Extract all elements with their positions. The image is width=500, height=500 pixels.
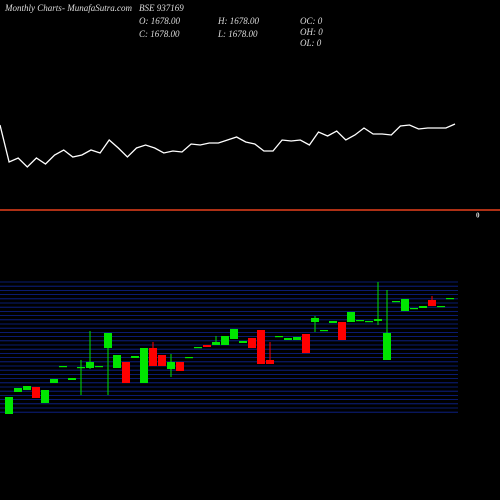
candle-body <box>275 336 283 338</box>
candle-body <box>374 319 382 321</box>
candle-body <box>248 338 256 348</box>
open-value: O: 1678.00 <box>139 16 180 26</box>
candle-body <box>212 342 220 345</box>
candle-body <box>122 362 130 383</box>
candle-body <box>203 345 211 347</box>
site-name: - MunafaSutra.com <box>62 3 132 13</box>
candle-body <box>437 306 445 308</box>
candle-body <box>149 348 157 366</box>
candle-body <box>167 362 175 369</box>
close-value: C: 1678.00 <box>139 29 180 39</box>
candle-body <box>392 301 400 303</box>
candle-body <box>230 329 238 339</box>
candle-body <box>410 308 418 310</box>
candle-body <box>356 320 364 322</box>
candle-body <box>293 337 301 340</box>
candle-body <box>176 362 184 371</box>
candle-body <box>59 366 67 368</box>
candle-body <box>365 321 373 323</box>
oh-value: OH: 0 <box>300 27 323 37</box>
candle-body <box>185 357 193 359</box>
candle-body <box>221 336 229 345</box>
chart-kind: Monthly Charts <box>4 3 62 13</box>
candle-body <box>338 322 346 340</box>
candle-body <box>311 318 319 322</box>
candle-body <box>131 356 139 358</box>
candle-body <box>77 367 85 369</box>
candle-body <box>239 341 247 343</box>
candle-body <box>104 333 112 348</box>
marker-label: 0 <box>476 212 480 220</box>
price-line <box>0 123 456 168</box>
candle-body <box>419 306 427 308</box>
candle-body <box>113 355 121 368</box>
candle-body <box>14 388 22 392</box>
ol-value: OL: 0 <box>300 38 322 48</box>
candle-body <box>284 338 292 340</box>
low-value: L: 1678.00 <box>217 29 258 39</box>
candle-body <box>320 330 328 332</box>
candle-body <box>86 362 94 368</box>
candle-body <box>257 330 265 364</box>
candle-body <box>41 390 49 403</box>
symbol: BSE 937169 <box>139 3 184 13</box>
candle-body <box>428 300 436 306</box>
candle-body <box>383 333 391 360</box>
candle-body <box>347 312 355 322</box>
candle-body <box>266 360 274 364</box>
candle-body <box>302 334 310 353</box>
candle-body <box>50 379 58 383</box>
candle-body <box>194 347 202 349</box>
candle-body <box>95 366 103 368</box>
candle-body <box>32 387 40 398</box>
candle-body <box>5 397 13 414</box>
price-grid <box>0 281 458 413</box>
candle-body <box>446 298 454 300</box>
candle-body <box>158 355 166 366</box>
oc-value: OC: 0 <box>300 16 323 26</box>
high-value: H: 1678.00 <box>217 16 259 26</box>
candle-body <box>68 378 76 380</box>
candle-body <box>401 299 409 311</box>
candle-body <box>329 321 337 323</box>
candle-body <box>140 348 148 383</box>
candle-body <box>23 386 31 390</box>
